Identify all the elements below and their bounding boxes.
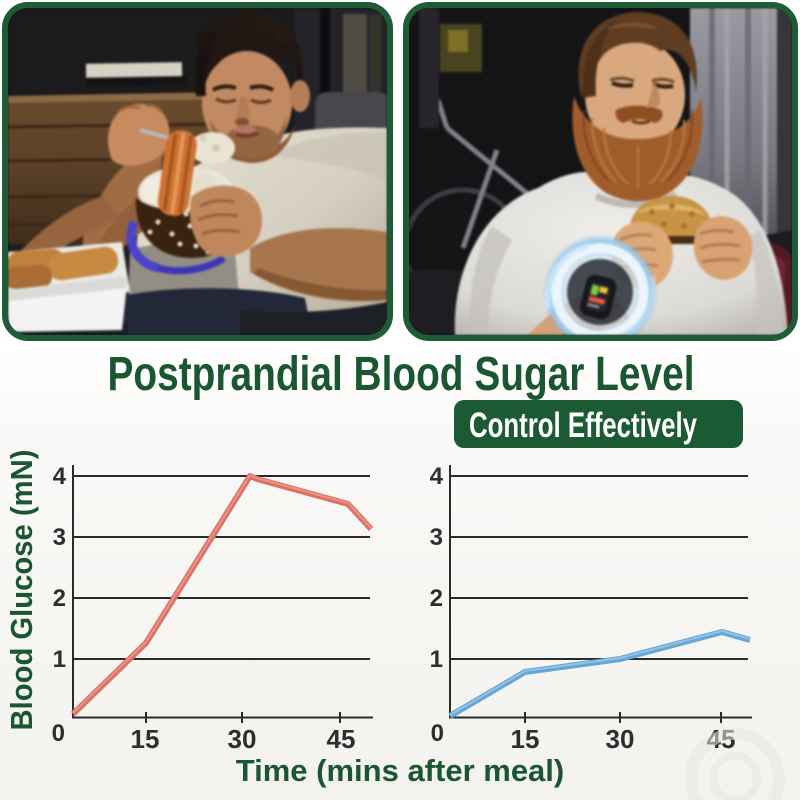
svg-text:2: 2 <box>430 585 443 612</box>
svg-text:2: 2 <box>53 585 66 612</box>
svg-text:4: 4 <box>430 463 444 490</box>
svg-text:3: 3 <box>53 524 66 551</box>
svg-text:45: 45 <box>327 724 356 754</box>
svg-text:1: 1 <box>53 646 66 673</box>
svg-text:Control Effectively: Control Effectively <box>469 406 697 445</box>
svg-text:Blood Glucose (mN): Blood Glucose (mN) <box>4 450 39 731</box>
svg-text:30: 30 <box>606 724 635 754</box>
svg-text:0: 0 <box>52 720 65 747</box>
svg-text:4: 4 <box>53 463 67 490</box>
svg-text:15: 15 <box>511 724 540 754</box>
svg-text:30: 30 <box>228 724 257 754</box>
svg-text:15: 15 <box>131 724 160 754</box>
svg-text:0: 0 <box>431 720 444 747</box>
svg-text:1: 1 <box>430 646 443 673</box>
svg-text:3: 3 <box>430 524 443 551</box>
svg-text:Time (mins after meal): Time (mins after meal) <box>236 753 564 788</box>
svg-text:Postprandial Blood Sugar Level: Postprandial Blood Sugar Level <box>108 348 695 401</box>
